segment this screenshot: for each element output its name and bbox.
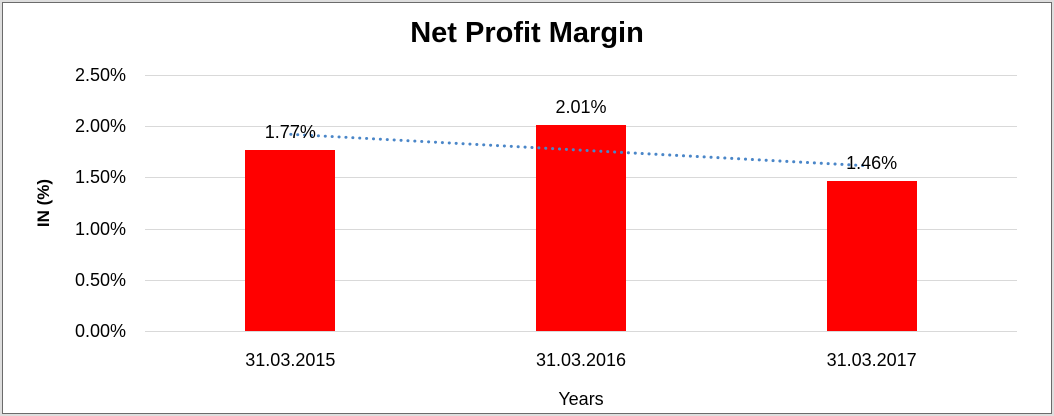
x-tick-label: 31.03.2015	[245, 350, 336, 370]
bar	[536, 125, 626, 331]
y-tick-label: 1.50%	[74, 167, 126, 187]
bar-value-label: 1.77%	[264, 121, 316, 142]
bar	[245, 149, 336, 331]
gridline	[145, 331, 1017, 332]
y-tick-label: 2.50%	[74, 65, 126, 85]
y-tick-label: 0.50%	[74, 270, 126, 290]
bar-value-label: 2.01%	[555, 97, 607, 118]
y-tick-label: 0.00%	[74, 321, 126, 341]
chart-title: Net Profit Margin	[410, 17, 644, 49]
bar	[826, 181, 917, 331]
bar-value-label: 1.46%	[846, 153, 898, 174]
x-tick-label: 31.03.2016	[535, 350, 627, 370]
x-tick-label: 31.03.2017	[826, 350, 917, 370]
gridline	[145, 75, 1017, 76]
x-axis-title: Years	[558, 389, 604, 409]
y-tick-label: 1.00%	[74, 219, 126, 239]
y-tick-label: 2.00%	[74, 116, 126, 136]
